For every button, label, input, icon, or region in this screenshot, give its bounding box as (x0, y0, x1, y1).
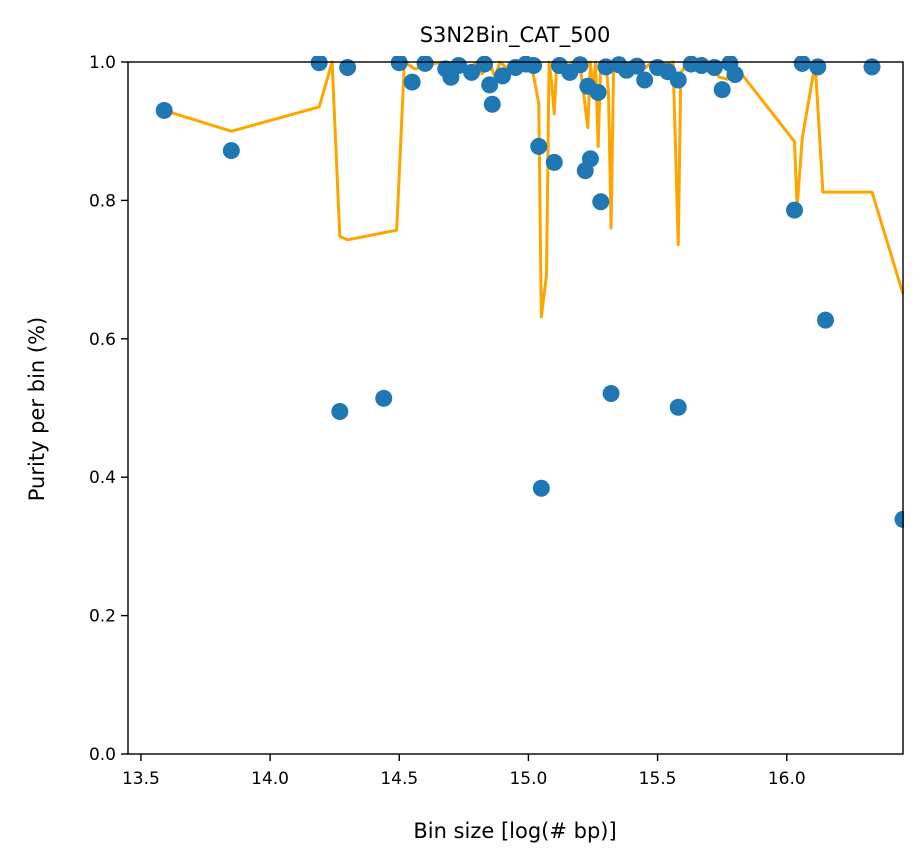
data-point (602, 384, 620, 402)
data-point (390, 56, 408, 72)
data-point (669, 398, 687, 416)
plot-background (128, 62, 903, 754)
y-tick-label: 0.0 (89, 745, 116, 765)
data-point (581, 150, 599, 168)
data-point (863, 58, 881, 76)
x-tick-label: 16.0 (768, 769, 806, 789)
y-tick-label: 0.8 (89, 191, 116, 211)
data-point (809, 58, 827, 76)
data-point (483, 95, 501, 113)
x-tick-label: 14.5 (380, 769, 418, 789)
data-point (545, 153, 563, 171)
data-point (339, 59, 357, 77)
data-point (463, 63, 481, 81)
data-point (693, 56, 710, 74)
data-point (476, 56, 493, 73)
y-axis-label: Purity per bin (%) (25, 317, 49, 501)
axes-border (127, 61, 904, 755)
y-tick-label: 0.6 (89, 330, 116, 350)
y-tick-label: 1.0 (89, 53, 116, 73)
x-axis-label: Bin size [log(# bp)] (413, 819, 616, 843)
data-point (450, 56, 468, 74)
data-point (786, 201, 803, 219)
data-point (636, 71, 654, 89)
data-point (532, 479, 550, 497)
x-tick-label: 14.0 (251, 769, 289, 789)
data-point (713, 81, 731, 99)
x-tick-label: 15.0 (509, 769, 547, 789)
data-point (155, 101, 173, 119)
data-point (525, 56, 543, 74)
y-tick-label: 0.4 (89, 468, 116, 488)
data-point (331, 402, 349, 420)
plot-area (128, 62, 903, 754)
x-tick-label: 13.5 (122, 769, 160, 789)
x-axis-ticks: 13.5 14.0 14.5 15.0 15.5 16.0 (122, 754, 806, 789)
chart-title: S3N2Bin_CAT_500 (420, 23, 611, 48)
data-point (530, 137, 548, 155)
y-axis-ticks: 0.0 0.2 0.4 0.6 0.8 1.0 (89, 53, 128, 765)
data-point (494, 67, 512, 85)
data-point (669, 71, 687, 89)
data-point (403, 73, 421, 91)
data-point (592, 193, 610, 211)
data-point (705, 59, 723, 77)
data-point (817, 311, 834, 329)
data-point (310, 56, 328, 72)
axes-frame (127, 61, 904, 755)
data-point (375, 389, 393, 407)
data-point (571, 56, 589, 74)
data-point (726, 65, 744, 83)
data-point (793, 56, 811, 72)
data-point (416, 56, 434, 72)
y-tick-label: 0.2 (89, 607, 116, 627)
data-point (481, 76, 499, 94)
x-tick-label: 15.5 (639, 769, 677, 789)
data-point (589, 83, 607, 101)
data-point (894, 510, 904, 528)
data-point (222, 142, 240, 160)
